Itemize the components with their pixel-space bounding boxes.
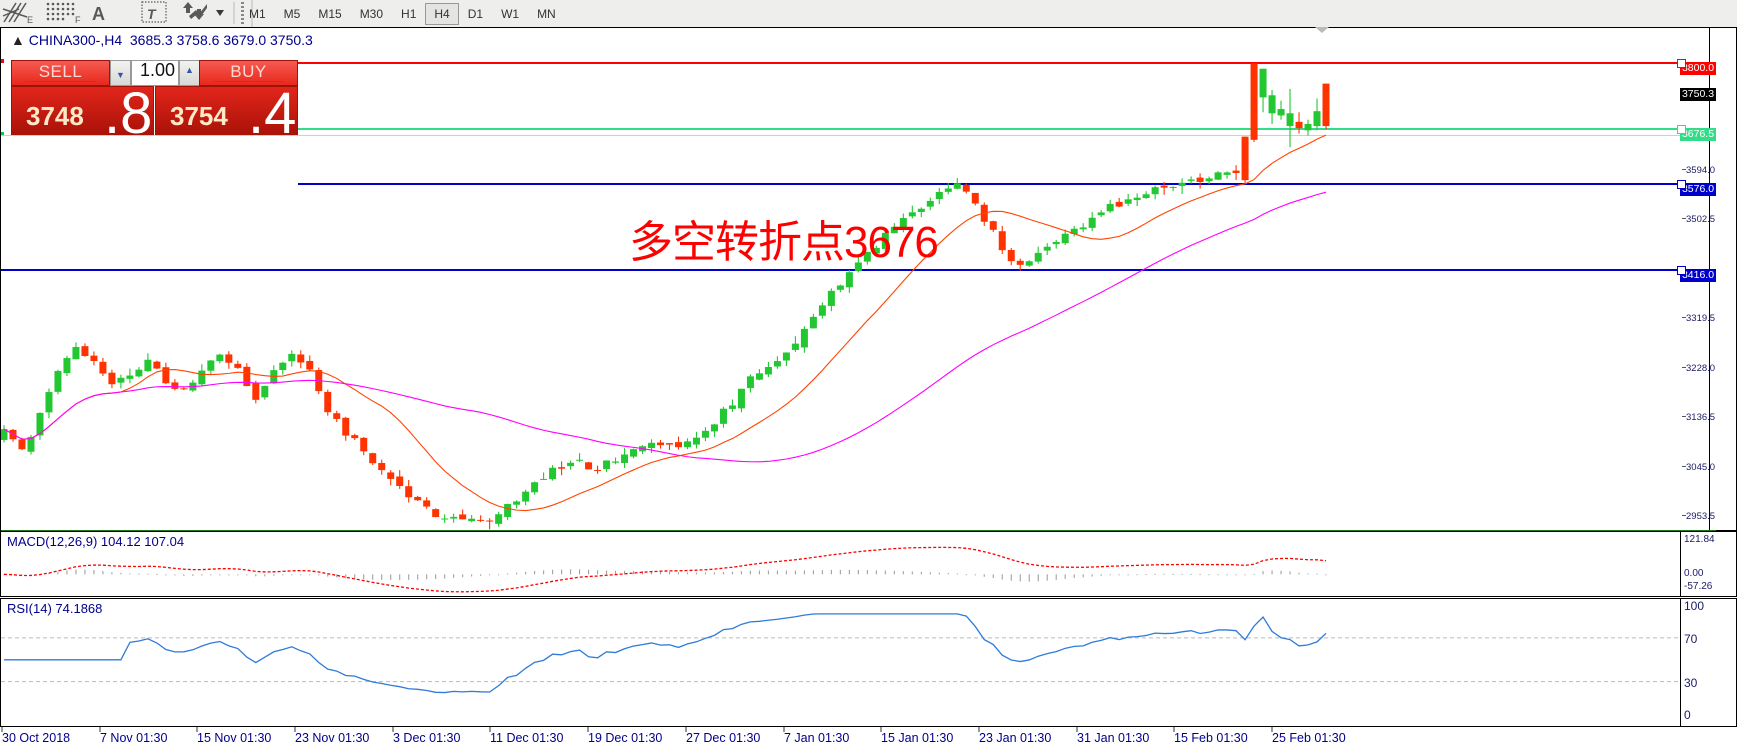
svg-text:F: F: [75, 15, 81, 25]
svg-text:T: T: [147, 6, 157, 22]
svg-text:A: A: [92, 4, 105, 24]
svg-text:E: E: [27, 15, 33, 25]
